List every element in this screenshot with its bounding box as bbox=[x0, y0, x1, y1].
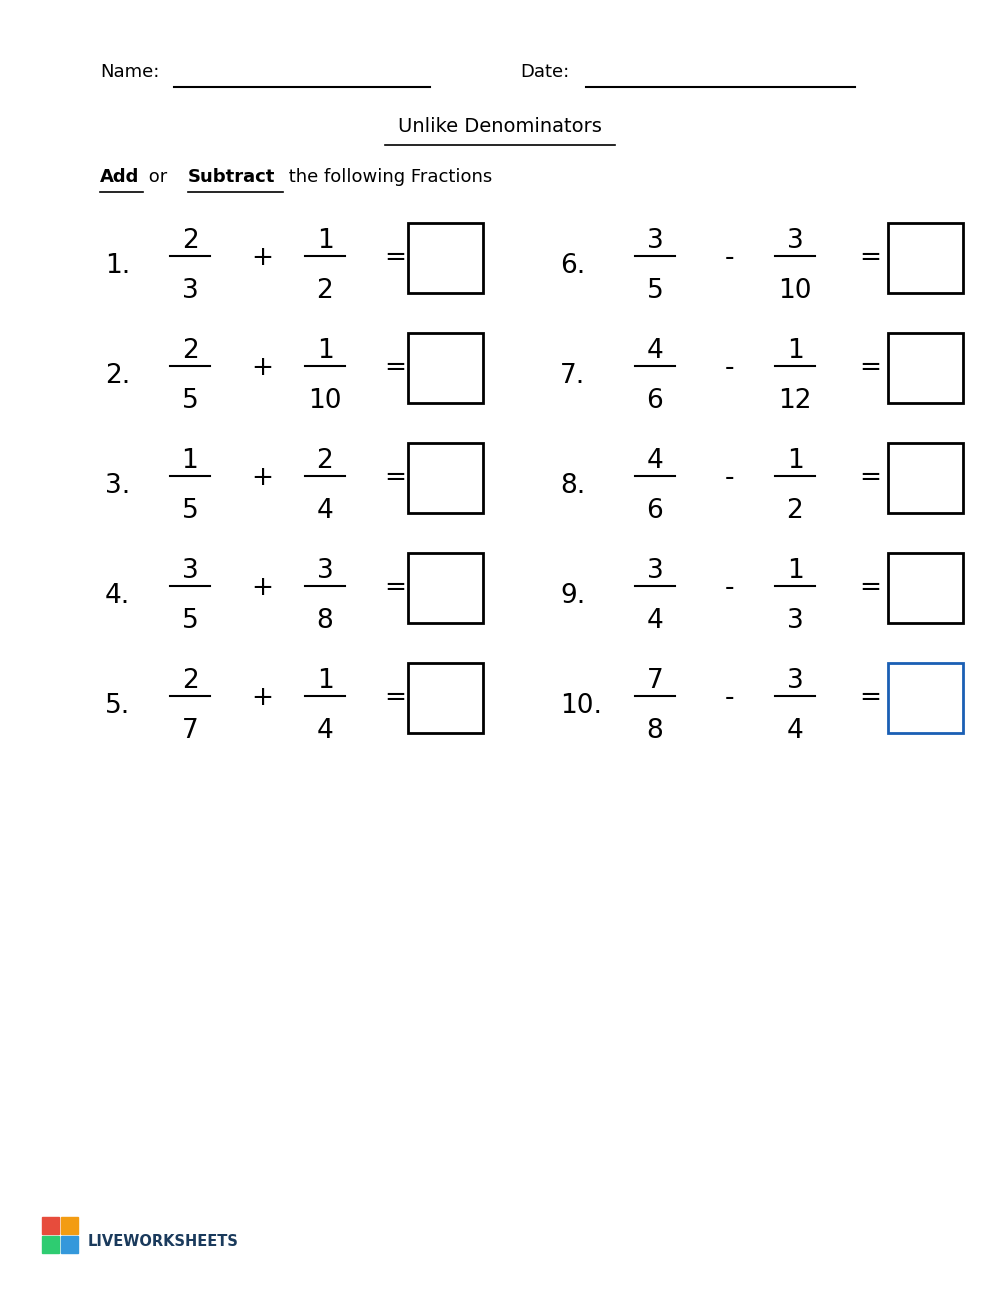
Text: 4: 4 bbox=[647, 338, 663, 364]
Text: -: - bbox=[725, 245, 735, 271]
Text: Date:: Date: bbox=[520, 63, 569, 81]
Text: 6: 6 bbox=[647, 498, 663, 524]
Text: =: = bbox=[384, 245, 406, 271]
Bar bbox=[408, 223, 482, 293]
Text: 4: 4 bbox=[647, 448, 663, 474]
Text: -: - bbox=[725, 355, 735, 381]
Text: +: + bbox=[251, 686, 273, 711]
Text: 4: 4 bbox=[787, 718, 803, 744]
Bar bbox=[888, 664, 962, 733]
Text: 3: 3 bbox=[182, 558, 198, 584]
Text: 3: 3 bbox=[647, 229, 663, 254]
Text: =: = bbox=[859, 355, 881, 381]
Text: 3: 3 bbox=[317, 558, 333, 584]
Text: 1: 1 bbox=[317, 667, 333, 695]
Text: 1: 1 bbox=[787, 558, 803, 584]
Text: 5: 5 bbox=[647, 278, 663, 303]
Bar bbox=[408, 333, 482, 403]
Text: Subtract: Subtract bbox=[188, 168, 275, 186]
Text: 1: 1 bbox=[317, 338, 333, 364]
Text: -: - bbox=[725, 686, 735, 711]
Text: 5.: 5. bbox=[105, 693, 130, 719]
Text: Unlike Denominators: Unlike Denominators bbox=[398, 117, 602, 136]
Text: +: + bbox=[251, 465, 273, 491]
Text: 3.: 3. bbox=[105, 473, 130, 500]
Text: 5: 5 bbox=[182, 498, 198, 524]
Text: 2: 2 bbox=[317, 278, 333, 303]
Text: Add: Add bbox=[100, 168, 139, 186]
Text: =: = bbox=[384, 465, 406, 491]
Text: 3: 3 bbox=[787, 667, 803, 695]
Text: =: = bbox=[384, 686, 406, 711]
Text: 9.: 9. bbox=[560, 584, 585, 609]
Text: LIVEWORKSHEETS: LIVEWORKSHEETS bbox=[88, 1234, 239, 1248]
Text: 2: 2 bbox=[182, 667, 198, 695]
Text: 4: 4 bbox=[647, 608, 663, 634]
Text: 3: 3 bbox=[647, 558, 663, 584]
Text: or: or bbox=[143, 168, 173, 186]
Text: 5: 5 bbox=[182, 608, 198, 634]
Bar bbox=[408, 664, 482, 733]
Text: =: = bbox=[859, 574, 881, 602]
Text: 3: 3 bbox=[787, 608, 803, 634]
Text: 8: 8 bbox=[647, 718, 663, 744]
Text: 4.: 4. bbox=[105, 584, 130, 609]
Text: +: + bbox=[251, 355, 273, 381]
Text: 6: 6 bbox=[647, 389, 663, 414]
Text: 8: 8 bbox=[317, 608, 333, 634]
Bar bbox=[61, 1235, 78, 1254]
Text: +: + bbox=[251, 245, 273, 271]
Text: 2: 2 bbox=[787, 498, 803, 524]
Text: 3: 3 bbox=[787, 229, 803, 254]
Text: the following Fractions: the following Fractions bbox=[283, 168, 492, 186]
Text: 1: 1 bbox=[787, 338, 803, 364]
Text: =: = bbox=[859, 686, 881, 711]
Bar bbox=[42, 1216, 59, 1234]
Text: 8.: 8. bbox=[560, 473, 585, 500]
Text: 2: 2 bbox=[317, 448, 333, 474]
Bar bbox=[888, 223, 962, 293]
Text: 1: 1 bbox=[787, 448, 803, 474]
Text: 7.: 7. bbox=[560, 363, 585, 389]
Text: =: = bbox=[859, 465, 881, 491]
Text: 2: 2 bbox=[182, 338, 198, 364]
Text: 4: 4 bbox=[317, 718, 333, 744]
Text: 1: 1 bbox=[182, 448, 198, 474]
Bar bbox=[888, 333, 962, 403]
Text: =: = bbox=[384, 355, 406, 381]
Text: 10: 10 bbox=[778, 278, 812, 303]
Text: 3: 3 bbox=[182, 278, 198, 303]
Bar bbox=[61, 1216, 78, 1234]
Text: 6.: 6. bbox=[560, 253, 585, 279]
Text: 12: 12 bbox=[778, 389, 812, 414]
Text: 2.: 2. bbox=[105, 363, 130, 389]
Text: 10.: 10. bbox=[560, 693, 602, 719]
Text: 7: 7 bbox=[647, 667, 663, 695]
Text: Name:: Name: bbox=[100, 63, 159, 81]
Text: -: - bbox=[725, 574, 735, 602]
Text: =: = bbox=[859, 245, 881, 271]
Text: 10: 10 bbox=[308, 389, 342, 414]
Text: 2: 2 bbox=[182, 229, 198, 254]
Text: 7: 7 bbox=[182, 718, 198, 744]
Text: =: = bbox=[384, 574, 406, 602]
Bar bbox=[888, 443, 962, 513]
Text: 1.: 1. bbox=[105, 253, 130, 279]
Text: 5: 5 bbox=[182, 389, 198, 414]
Text: +: + bbox=[251, 574, 273, 602]
Bar bbox=[408, 443, 482, 513]
Bar bbox=[408, 553, 482, 624]
Bar bbox=[42, 1235, 59, 1254]
Text: 4: 4 bbox=[317, 498, 333, 524]
Bar bbox=[888, 553, 962, 624]
Text: -: - bbox=[725, 465, 735, 491]
Text: 1: 1 bbox=[317, 229, 333, 254]
